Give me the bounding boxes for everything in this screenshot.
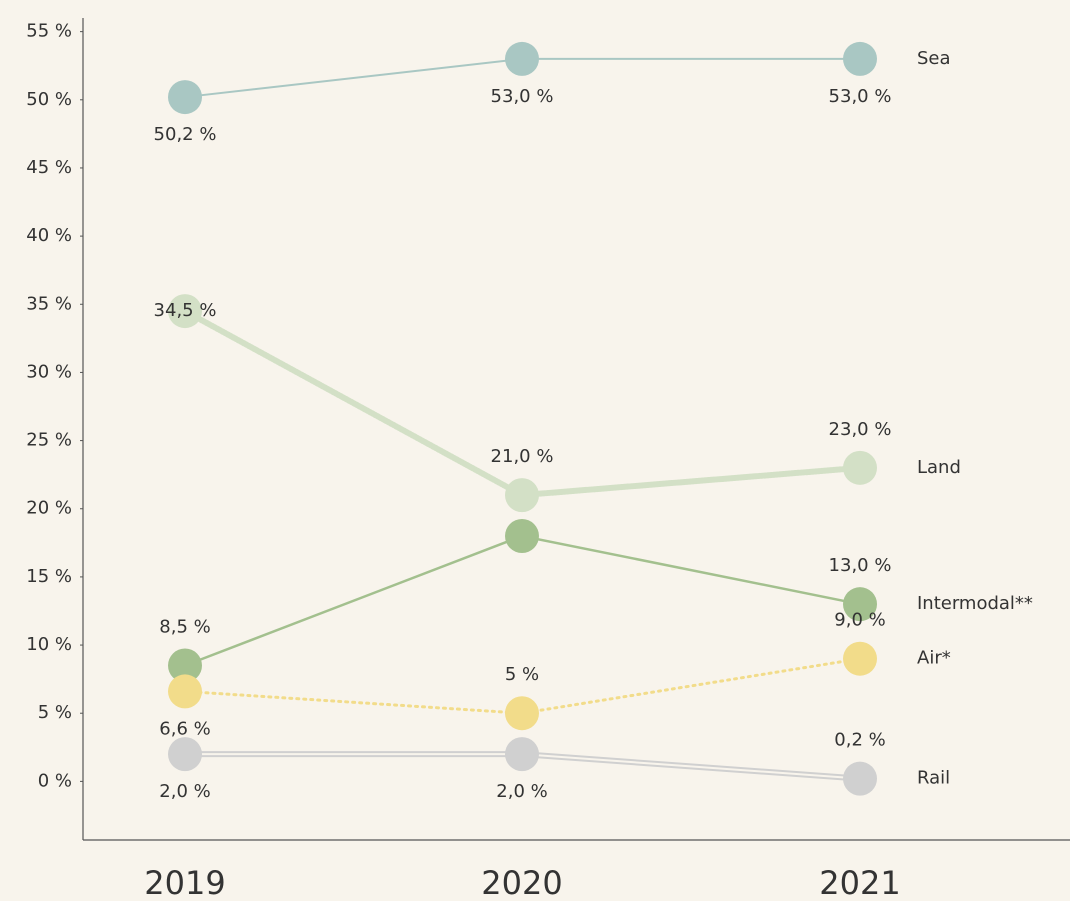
marker — [505, 519, 539, 554]
marker — [168, 737, 202, 772]
marker — [168, 294, 202, 329]
data-label: 9,0 % — [834, 610, 885, 631]
y-tick-label: 15 % — [26, 566, 72, 587]
y-tick-label: 5 % — [38, 702, 72, 723]
series-name: Intermodal** — [917, 593, 1033, 614]
data-label: 8,5 % — [159, 617, 210, 638]
data-label: 5 % — [505, 664, 539, 685]
marker — [505, 737, 539, 772]
series-name: Land — [917, 457, 961, 478]
y-tick-label: 25 % — [26, 430, 72, 451]
data-label: 21,0 % — [491, 446, 554, 467]
data-label: 50,2 % — [154, 124, 217, 145]
y-tick-label: 0 % — [38, 770, 72, 791]
marker — [505, 478, 539, 513]
y-tick-label: 45 % — [26, 157, 72, 178]
marker — [843, 761, 877, 796]
data-label: 23,0 % — [829, 419, 892, 440]
y-tick-label: 30 % — [26, 361, 72, 382]
data-label: 0,2 % — [834, 730, 885, 751]
series-name: Sea — [917, 48, 951, 69]
data-label: 53,0 % — [829, 86, 892, 107]
y-tick-label: 50 % — [26, 89, 72, 110]
y-tick-label: 55 % — [26, 21, 72, 42]
y-tick-label: 40 % — [26, 225, 72, 246]
y-tick-label: 20 % — [26, 498, 72, 519]
marker — [168, 674, 202, 709]
data-label: 13,0 % — [829, 555, 892, 576]
data-label: 34,5 % — [154, 300, 217, 321]
data-label: 2,0 % — [159, 781, 210, 802]
marker — [505, 41, 539, 76]
data-label: 2,0 % — [496, 781, 547, 802]
marker — [843, 587, 877, 622]
x-tick-label: 2019 — [144, 864, 225, 901]
marker — [843, 641, 877, 676]
marker — [843, 41, 877, 76]
data-label: 53,0 % — [491, 86, 554, 107]
marker — [168, 80, 202, 115]
y-tick-label: 10 % — [26, 634, 72, 655]
marker — [505, 696, 539, 731]
y-tick-label: 35 % — [26, 293, 72, 314]
marker — [843, 450, 877, 485]
series-name: Rail — [917, 768, 950, 789]
x-tick-label: 2021 — [819, 864, 900, 901]
data-label: 6,6 % — [159, 718, 210, 739]
x-tick-label: 2020 — [481, 864, 562, 901]
series-name: Air* — [917, 648, 951, 669]
marker — [168, 648, 202, 683]
